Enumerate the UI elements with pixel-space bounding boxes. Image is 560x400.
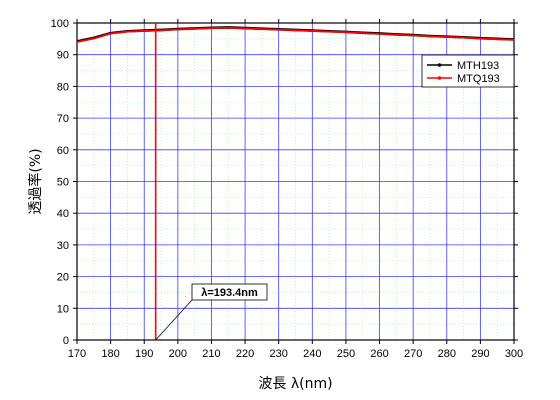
- y-tick-label: 90: [57, 50, 69, 62]
- annotation-box: [191, 283, 268, 301]
- y-tick-label: 80: [57, 81, 69, 93]
- series-layer: [76, 26, 515, 43]
- legend-marker-mtq193: [437, 76, 442, 80]
- y-tick-label: 30: [57, 240, 69, 252]
- series-line-mtq193: [76, 26, 515, 43]
- y-axis-title: 透過率(%): [27, 148, 44, 214]
- y-tick-label: 60: [57, 145, 69, 157]
- legend-label-mth193: MTH193: [457, 60, 499, 72]
- y-tick-label: 0: [63, 335, 69, 347]
- x-tick-label: 210: [202, 348, 220, 360]
- x-tick-label: 260: [370, 348, 388, 360]
- legend-label-mtq193: MTQ193: [457, 73, 500, 85]
- legend-box: [421, 54, 515, 88]
- x-tick-label: 280: [438, 348, 456, 360]
- legend-marker-mth193: [437, 63, 442, 67]
- axis-ticks: [73, 19, 518, 344]
- y-tick-label: 100: [51, 18, 69, 30]
- y-tick-label: 50: [57, 177, 69, 189]
- annotation-leader-line: [155, 299, 193, 341]
- x-tick-label: 240: [303, 348, 321, 360]
- wavelength-annotation: λ=193.4nm: [155, 283, 268, 341]
- y-tick-label: 20: [57, 272, 69, 284]
- x-tick-label: 250: [337, 348, 355, 360]
- x-tick-label: 270: [404, 348, 422, 360]
- x-tick-label: 180: [101, 348, 119, 360]
- x-tick-label: 220: [236, 348, 254, 360]
- annotation-label: λ=193.4nm: [201, 287, 258, 299]
- x-axis-title: 波長 λ(nm): [258, 376, 332, 392]
- y-tick-label: 70: [57, 113, 69, 125]
- x-tick-label: 190: [135, 348, 153, 360]
- x-tick-labels: 170 180 190 200 210 220 230 240 250 260 270 280 290 3…: [68, 348, 523, 360]
- y-tick-label: 40: [57, 208, 69, 220]
- x-tick-label: 290: [471, 348, 489, 360]
- x-tick-label: 230: [270, 348, 288, 360]
- x-tick-label: 170: [68, 348, 86, 360]
- x-tick-label: 200: [169, 348, 187, 360]
- y-tick-label: 10: [57, 303, 69, 315]
- y-tick-labels: 0 10 20 30 40 50 60 70 80 90 100: [51, 18, 69, 347]
- x-tick-label: 300: [505, 348, 523, 360]
